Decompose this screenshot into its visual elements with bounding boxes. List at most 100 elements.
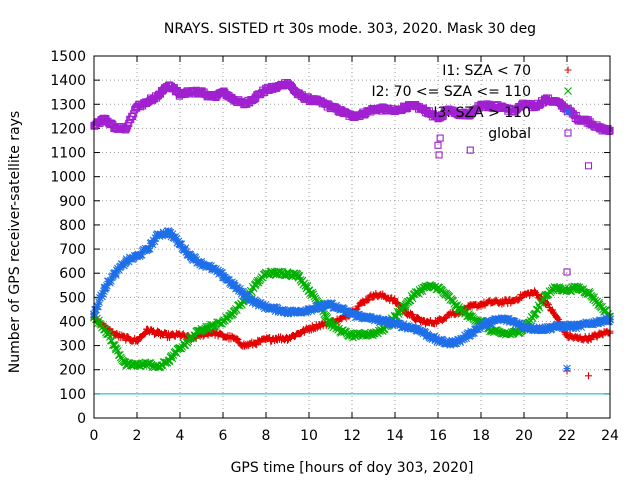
trace-point [123,124,131,132]
trace-point [100,287,108,296]
trace-point [591,296,600,305]
trace-point [266,333,274,341]
trace-point [105,278,114,287]
trace-point [434,336,443,345]
trace-point [181,244,190,253]
y-tick-label: 1000 [50,170,86,186]
series-group [90,78,614,380]
trace-point [527,322,536,331]
trace-point [261,301,270,309]
trace-point [543,299,551,307]
trace-point [141,330,149,338]
trace-point [460,334,469,343]
x-tick-label: 8 [262,428,271,444]
trace-point [150,237,159,246]
trace-point [134,337,142,345]
trace-point [186,250,195,259]
trace-point [301,281,310,290]
trace-point [398,323,407,332]
y-tick-label: 500 [59,290,86,306]
trace-point [108,272,117,281]
y-tick-label: 1500 [50,49,86,65]
x-tick-label: 4 [176,428,185,444]
trace-point [225,276,233,284]
trace-point [113,329,121,337]
trace-point [106,276,115,285]
y-tick-label: 300 [59,339,86,355]
legend: I1: SZA < 70 I2: 70 <= SZA <= 110 I3: SZA … [371,63,572,142]
y-tick-label: 100 [59,387,86,403]
trace-point [596,316,604,325]
trace-point [114,265,123,274]
x-axis-label: GPS time [hours of doy 303, 2020] [231,460,474,476]
x-tick-label: 16 [429,428,447,444]
trace-point [302,306,311,314]
trace-point [230,279,238,288]
trace-point [403,324,412,333]
trace-point [104,330,113,339]
trace-point [534,290,542,298]
y-tick-label: 400 [59,314,86,330]
trace-point [544,301,552,309]
y-tick-label: 1400 [50,73,86,89]
trace-point [233,334,241,342]
trace-point [218,269,226,277]
trace-point [296,276,305,284]
trace-point [563,324,572,332]
x-tick-label: 0 [90,428,99,444]
outlier-point [435,151,443,159]
trace-point [112,344,121,353]
x-tick-label: 2 [133,428,142,444]
legend-marker [564,129,572,137]
y-tick-label: 700 [59,242,86,258]
trace-point [182,248,191,256]
trace-point [517,320,526,329]
x-tick-label: 14 [386,428,404,444]
y-tick-label: 900 [59,194,86,210]
trace-point [470,329,478,337]
y-tick-label: 200 [59,363,86,379]
trace-point [310,292,319,301]
trace-point [92,305,100,314]
plot-frame [93,55,611,419]
trace-point [148,240,157,249]
trace-point [462,334,471,343]
x-tick-label: 18 [472,428,490,444]
legend-marker [564,66,572,74]
trace-point [102,283,110,292]
trace-point [119,261,128,270]
trace-point [115,350,124,359]
y-tick-label: 1100 [50,146,86,162]
trace-point [605,127,613,135]
trace-point [215,269,223,278]
x-tick-label: 24 [601,428,619,444]
legend-label: I1: SZA < 70 [442,63,531,79]
y-tick-label: 800 [59,218,86,234]
trace-point [602,306,610,315]
grid [94,56,610,418]
outlier-point [436,134,444,142]
y-tick-label: 600 [59,266,86,282]
legend-marker [564,87,572,95]
outlier-point [466,146,474,154]
outliers [434,134,593,380]
trace-point [351,309,359,318]
trace-point [145,244,154,253]
trace-point [409,311,417,319]
trace-point [254,278,263,287]
trace-point [137,250,146,259]
trace-point [171,233,180,241]
trace-point [95,298,103,307]
outlier-point [563,364,571,373]
trace-point [482,321,490,330]
y-tick-label: 0 [77,411,86,427]
trace-point [191,253,200,262]
chart-title: NRAYS. SISTED rt 30s mode. 303, 2020. Ma… [164,21,536,37]
trace-point [510,317,519,326]
outlier-point [434,141,442,149]
trace-point [111,271,120,279]
outlier-point [584,162,593,170]
axis-ticks: 0100200300400500600700800900100011001200… [50,49,619,444]
legend-marker [564,108,572,116]
legend-label: I3: SZA > 110 [433,105,531,121]
